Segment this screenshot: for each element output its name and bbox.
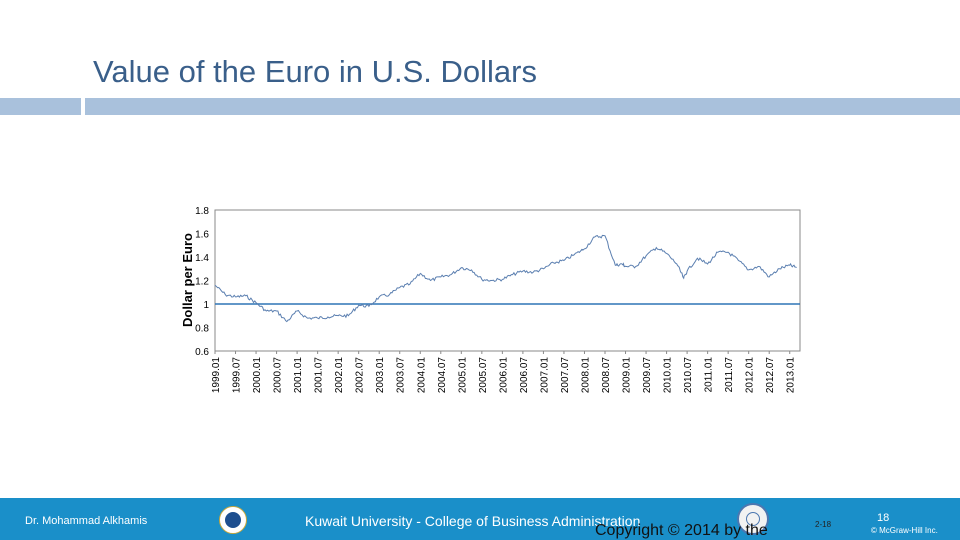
title-rule-left	[0, 98, 81, 115]
x-tick-label: 2012.07	[765, 357, 776, 394]
x-tick-label: 2010.01	[663, 357, 674, 394]
university-seal-icon	[219, 506, 247, 534]
footer-publisher: © McGraw-Hill Inc.	[871, 526, 938, 535]
x-tick-label: 1999.01	[211, 357, 222, 394]
x-tick-label: 2004.07	[437, 357, 448, 394]
series-line-dollar-per-euro	[214, 234, 797, 323]
y-tick-label: 1.4	[195, 253, 209, 264]
x-tick-label: 2008.01	[580, 357, 591, 394]
x-tick-label: 2006.01	[498, 357, 509, 394]
x-tick-label: 2009.07	[642, 357, 653, 394]
x-tick-label: 2005.01	[457, 357, 468, 394]
footer-author: Dr. Mohammad Alkhamis	[25, 515, 148, 527]
x-tick-label: 2006.07	[519, 357, 530, 394]
footer-university: Kuwait University - College of Business …	[305, 513, 641, 529]
x-tick-label: 2000.01	[252, 357, 263, 394]
x-tick-label: 2003.07	[396, 357, 407, 394]
x-tick-label: 2013.01	[786, 357, 797, 394]
x-tick-label: 2012.01	[745, 357, 756, 394]
footer-bar: Dr. Mohammad Alkhamis Kuwait University …	[0, 498, 960, 540]
y-tick-label: 1	[203, 300, 209, 311]
footer-copyright: Copyright © 2014 by the	[595, 522, 768, 539]
x-tick-label: 2002.07	[355, 357, 366, 394]
college-logo-icon	[737, 503, 769, 535]
x-tick-label: 2010.07	[683, 357, 694, 394]
y-tick-label: 0.8	[195, 324, 209, 335]
x-tick-label: 2007.07	[560, 357, 571, 394]
x-tick-label: 2002.01	[334, 357, 345, 394]
footer-page-code: 2-18	[815, 520, 832, 529]
y-tick-label: 1.8	[195, 206, 209, 217]
plot-area	[214, 209, 801, 352]
x-tick-label: 1999.07	[232, 357, 243, 394]
x-tick-label: 2011.01	[704, 357, 715, 393]
y-axis-label: Dollar per Euro	[180, 233, 195, 327]
chart-canvas: 0.6 0.8 1 1.2 1.4 1.6 1.8 1999.01 1999.07 2000.0…	[180, 206, 801, 394]
x-tick-label: 2001.01	[293, 357, 304, 394]
footer-page-number: 18	[877, 512, 890, 524]
y-tick-label: 0.6	[195, 347, 209, 358]
title-rule-right	[85, 98, 960, 115]
y-tick-label: 1.6	[195, 230, 209, 241]
y-tick-label: 1.2	[195, 277, 209, 288]
x-tick-label: 2009.01	[622, 357, 633, 394]
x-tick-label: 2007.01	[539, 357, 550, 394]
x-tick-label: 2000.07	[273, 357, 284, 394]
x-tick-label: 2008.07	[601, 357, 612, 394]
x-tick-label: 2011.07	[724, 357, 735, 393]
page-title: Value of the Euro in U.S. Dollars	[93, 54, 537, 89]
x-tick-label: 2001.07	[314, 357, 325, 394]
x-tick-label: 2004.01	[416, 357, 427, 394]
x-tick-label: 2003.01	[375, 357, 386, 394]
x-tick-label: 2005.07	[478, 357, 489, 394]
line-chart: 0.6 0.8 1 1.2 1.4 1.6 1.8 1999.01 1999.07 2000.0…	[178, 200, 808, 420]
